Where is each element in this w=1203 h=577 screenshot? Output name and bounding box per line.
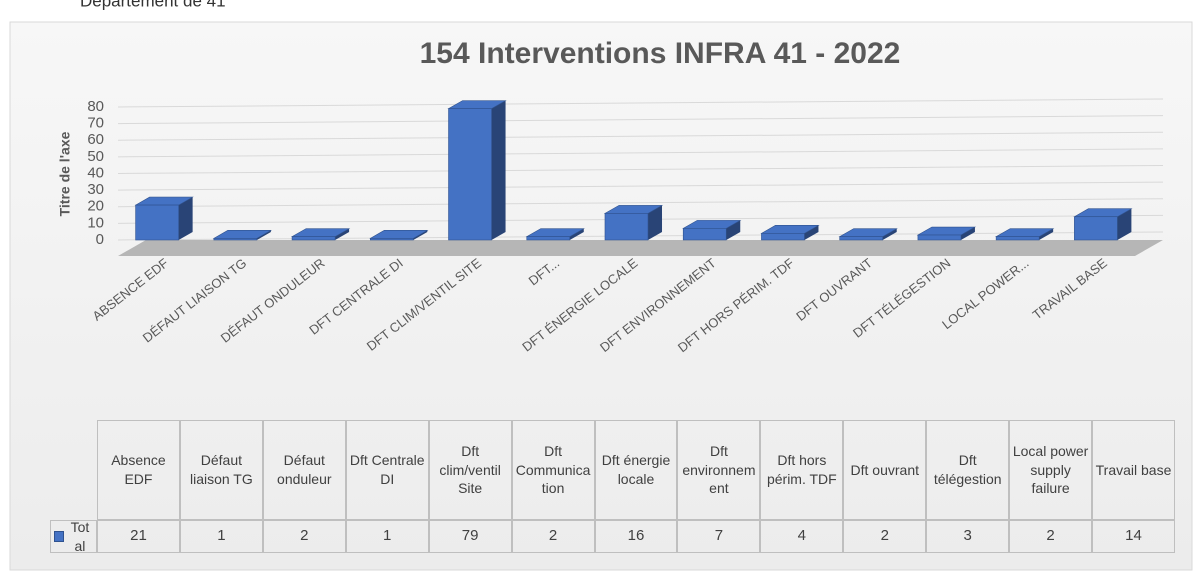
bar: [369, 238, 414, 241]
bar-side: [413, 230, 428, 240]
grid-line: [117, 115, 1164, 125]
y-tick-label: 80: [87, 98, 104, 115]
table-header: Défaut onduleur: [262, 420, 346, 520]
bar-side: [491, 100, 506, 240]
table-value: 21: [97, 520, 180, 553]
table-value: 2: [1009, 520, 1093, 553]
table-value: 14: [1092, 520, 1175, 553]
table-value: 7: [677, 520, 761, 553]
chart-title: 154 Interventions INFRA 41 - 2022: [420, 37, 901, 70]
bar-side: [804, 225, 819, 240]
y-tick-label: 0: [96, 231, 104, 248]
bar: [213, 238, 258, 241]
y-tick-label: 10: [87, 214, 104, 231]
bar: [682, 228, 727, 241]
bar-side: [178, 197, 193, 240]
table-header: Dft télégestion: [926, 420, 1010, 520]
bar-side: [726, 220, 741, 240]
table-value: 2: [262, 520, 346, 553]
bar: [761, 233, 805, 241]
legend-entry: Total: [50, 518, 97, 554]
table-header: Absence EDF: [97, 420, 180, 520]
bar-side: [648, 205, 663, 240]
bar-side: [882, 228, 897, 240]
bar: [995, 236, 1040, 241]
bar-side: [960, 227, 975, 240]
table-header: Dft Centrale DI: [345, 420, 429, 520]
legend-key: [54, 531, 64, 542]
grid-line: [117, 165, 1164, 174]
table-header: Dft énergie locale: [594, 420, 678, 520]
grid-line: [117, 181, 1164, 191]
grid-line: [117, 131, 1164, 141]
y-tick-label: 40: [87, 164, 104, 181]
chart-frame: [9, 21, 1193, 571]
bar: [291, 236, 336, 241]
table-value: 1: [345, 520, 429, 553]
bar-side: [1117, 208, 1132, 240]
y-tick-label: 50: [87, 148, 104, 165]
y-tick-label: 30: [87, 181, 104, 198]
y-axis-title: Titre de l'axe: [57, 131, 73, 216]
bar-side: [1039, 228, 1054, 240]
bar: [135, 204, 179, 241]
bar: [1074, 216, 1118, 241]
legend-label: Total: [70, 518, 90, 554]
y-tick-label: 60: [87, 131, 104, 148]
page-note: Département de 41: [80, 0, 226, 10]
table-header: Dft Communication: [511, 420, 595, 520]
y-tick-label: 70: [87, 115, 104, 132]
y-tick-label: 20: [87, 198, 104, 215]
table-header: Défaut liaison TG: [179, 420, 263, 520]
bar: [604, 213, 649, 241]
bar-side: [335, 228, 350, 240]
grid-line: [117, 148, 1164, 158]
grid-line: [117, 98, 1164, 108]
table-value: 16: [594, 520, 678, 553]
bar: [526, 236, 571, 241]
table-header: Local power supply failure: [1009, 420, 1093, 520]
bar: [448, 108, 492, 241]
table-value: 3: [926, 520, 1010, 553]
table-header: Dft environnement: [677, 420, 761, 520]
table-header: Travail base: [1092, 420, 1175, 520]
floor: [118, 240, 1163, 256]
bar: [917, 234, 962, 241]
table-value: 2: [511, 520, 595, 553]
table-header: Dft ouvrant: [843, 420, 927, 520]
bar: [839, 236, 884, 241]
grid-line: [117, 198, 1164, 208]
table-value: 79: [428, 520, 512, 553]
bar-side: [569, 228, 584, 240]
table-value: 4: [760, 520, 844, 553]
table-value: 2: [843, 520, 927, 553]
table-value: 1: [179, 520, 263, 553]
table-header: Dft clim/ventil Site: [428, 420, 512, 520]
table-header: Dft hors périm. TDF: [760, 420, 844, 520]
bar-side: [256, 230, 271, 240]
